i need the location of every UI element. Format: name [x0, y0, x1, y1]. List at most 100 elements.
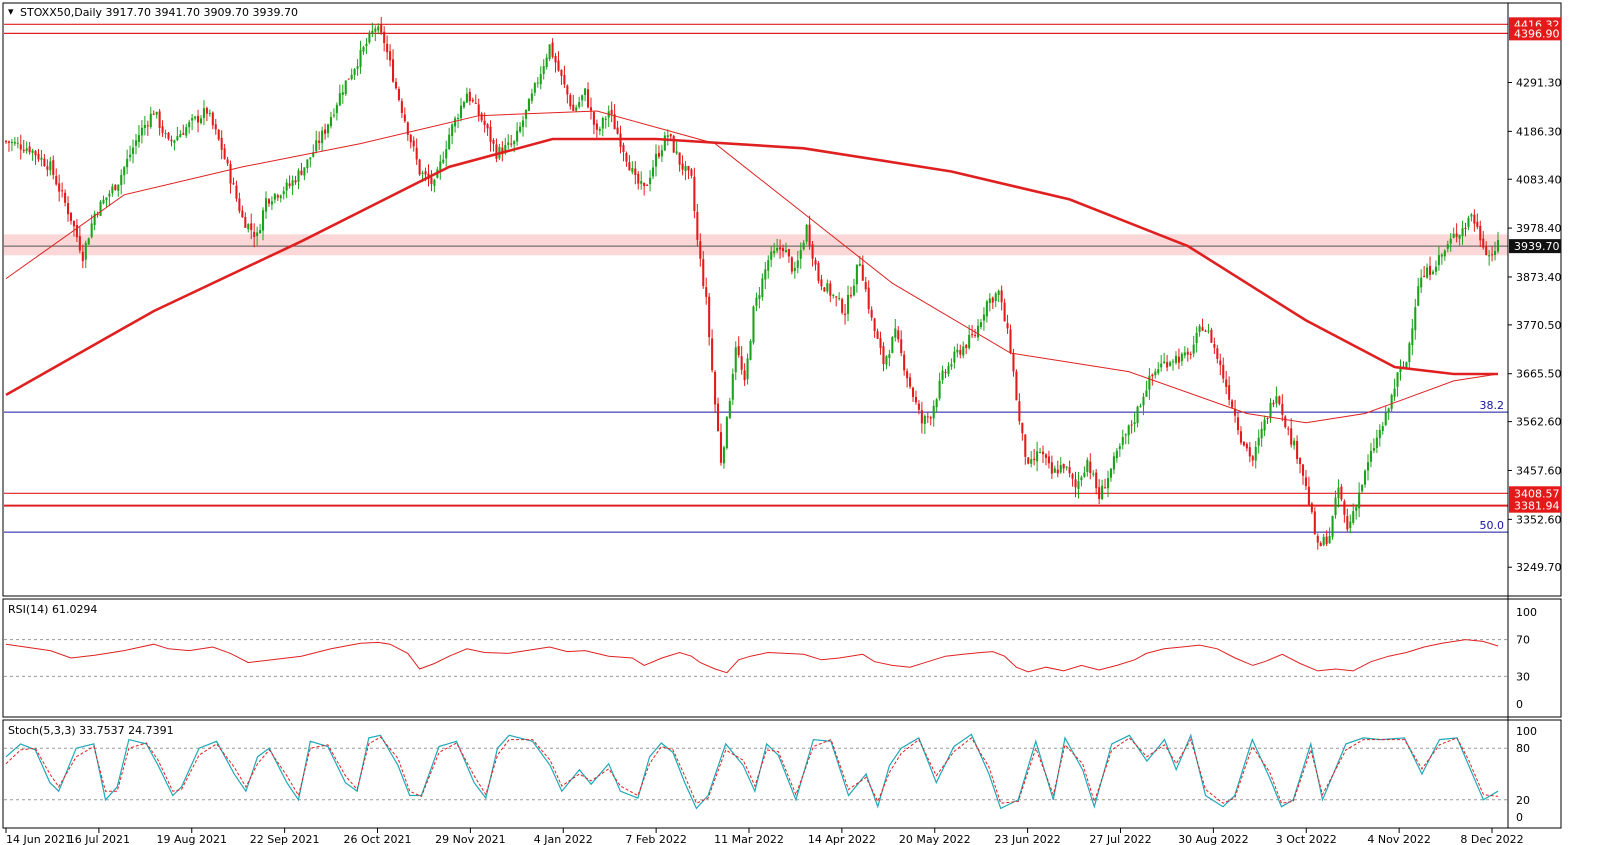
candle-body — [264, 198, 268, 212]
candle-body — [950, 364, 953, 367]
candle-body — [1491, 254, 1494, 256]
candle-body — [391, 59, 395, 82]
candle-body — [1118, 446, 1121, 450]
candle-body — [1053, 468, 1056, 473]
candle-body — [941, 370, 944, 381]
candle-body — [288, 183, 291, 186]
candle-body — [808, 224, 811, 246]
candle-body — [424, 171, 427, 175]
candle-body — [279, 195, 282, 199]
candle-body — [202, 108, 205, 118]
candle-body — [595, 123, 598, 130]
candle-body — [820, 279, 823, 287]
candle-body — [581, 95, 584, 101]
candle-body — [247, 224, 250, 230]
candle-body — [1464, 228, 1467, 230]
price-tag-label-2: 3408.57 — [1514, 487, 1560, 500]
candle-body — [1171, 361, 1175, 363]
candle-body — [844, 313, 847, 315]
candle-body — [1089, 461, 1092, 473]
candle-body — [1322, 536, 1325, 545]
candle-body — [489, 126, 492, 142]
candle-body — [1284, 416, 1287, 428]
candle-body — [864, 282, 867, 290]
candle-body — [270, 201, 273, 205]
candle-body — [657, 152, 660, 157]
candle-body — [341, 92, 344, 95]
candle-body — [486, 124, 489, 129]
x-tick-label: 14 Apr 2022 — [808, 833, 876, 845]
candle-body — [338, 93, 341, 106]
candle-body — [1015, 371, 1018, 401]
candle-body — [1095, 472, 1098, 489]
stoch-panel-frame — [2, 719, 1562, 829]
candle-body — [64, 192, 67, 203]
candle-body — [241, 210, 244, 218]
candle-body — [764, 269, 767, 280]
candle-body — [1346, 516, 1349, 530]
candle-body — [25, 148, 28, 151]
candle-body — [1136, 406, 1139, 424]
x-tick-label: 14 Jun 2021 — [6, 833, 72, 845]
candle-body — [660, 150, 663, 157]
x-tick-label: 29 Nov 2021 — [435, 833, 505, 845]
candle-body — [297, 170, 300, 182]
candle-body — [1381, 426, 1384, 431]
candle-body — [1299, 458, 1302, 465]
candle-body — [725, 417, 728, 449]
price-tag-3 — [1509, 498, 1561, 513]
candle-body — [776, 247, 779, 251]
symbol-dropdown-icon[interactable]: ▾ — [8, 5, 14, 18]
candle-body — [368, 32, 371, 43]
candle-body — [158, 111, 161, 128]
candle-body — [1003, 302, 1006, 322]
candle-body — [1431, 271, 1435, 274]
candle-body — [527, 99, 530, 111]
candle-body — [1109, 468, 1113, 478]
candle-body — [953, 351, 956, 363]
x-tick-label: 22 Sep 2021 — [250, 833, 320, 845]
candle-body — [994, 293, 997, 301]
candle-body — [1177, 356, 1180, 363]
candle-body — [137, 135, 140, 142]
candle-body — [714, 371, 717, 405]
candle-body — [1104, 487, 1107, 489]
candle-body — [1343, 501, 1346, 515]
candle-body — [811, 244, 814, 259]
candle-body — [740, 356, 743, 370]
y-tick-label: 3873.40 — [1516, 271, 1562, 284]
candle-body — [146, 125, 149, 127]
candle-body — [1101, 485, 1104, 500]
candle-body — [371, 30, 374, 34]
candle-body — [456, 117, 460, 119]
candle-body — [1192, 344, 1195, 354]
candle-body — [634, 168, 637, 176]
candle-body — [1375, 437, 1378, 448]
candle-body — [1479, 225, 1482, 241]
candle-body — [1204, 330, 1207, 332]
x-tick-label: 30 Aug 2022 — [1178, 833, 1248, 845]
candle-body — [920, 410, 923, 424]
candle-body — [1494, 251, 1497, 255]
candle-body — [321, 130, 324, 144]
candle-body — [1369, 450, 1372, 462]
candle-body — [1124, 434, 1127, 436]
candle-body — [891, 337, 894, 354]
rsi-tick-label: 100 — [1516, 606, 1537, 619]
candle-body — [1461, 228, 1464, 237]
candle-body — [389, 51, 392, 61]
candle-body — [746, 358, 749, 380]
candle-body — [1074, 479, 1077, 488]
candle-body — [649, 177, 652, 185]
candle-body — [982, 314, 985, 321]
candle-body — [622, 145, 625, 153]
candle-body — [513, 141, 516, 145]
rsi-panel-frame — [2, 598, 1562, 718]
candle-body — [412, 140, 415, 147]
candle-body — [737, 346, 740, 356]
candle-body — [560, 69, 563, 76]
candle-body — [1012, 353, 1015, 372]
candle-body — [40, 157, 43, 160]
